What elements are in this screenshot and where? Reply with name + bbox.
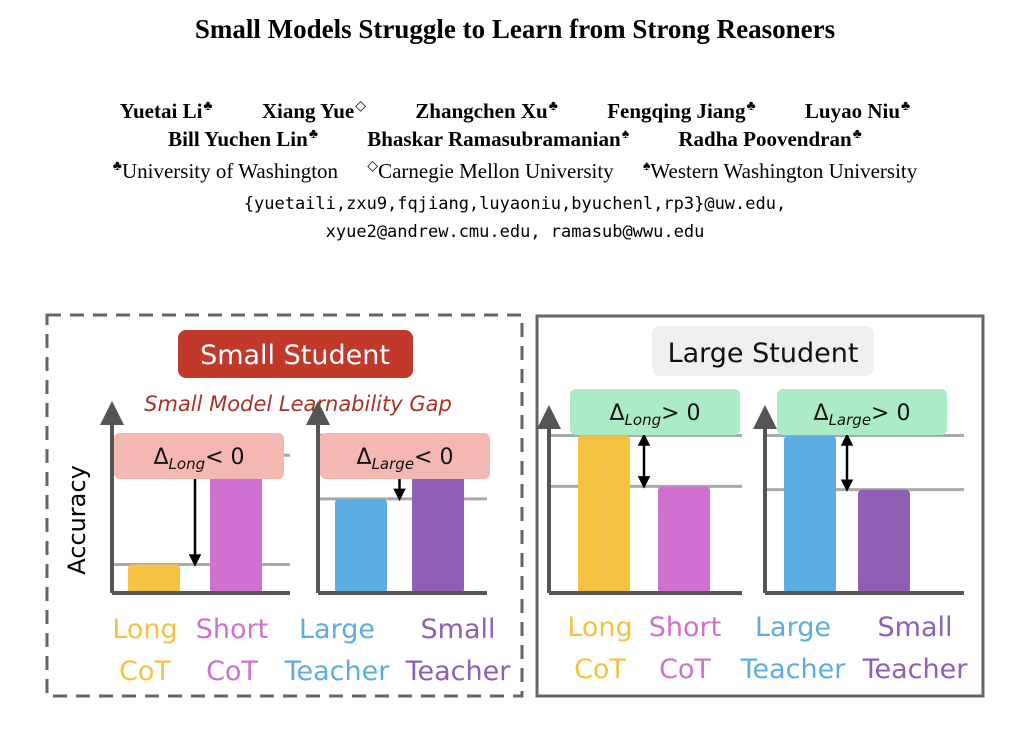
large-large-label-2-line-2: Teacher <box>862 654 969 685</box>
large-long-label-1-line-1: Long <box>567 612 632 643</box>
affiliation-mark: ♣ <box>308 127 318 142</box>
author: Bhaskar Ramasubramanian♠ <box>367 127 630 151</box>
email-line-2: xyue2@andrew.cmu.edu, ramasub@wwu.edu <box>325 222 705 242</box>
large-large-delta-box <box>777 389 947 435</box>
small-long-label-2-line-2: CoT <box>206 656 258 687</box>
large-long-label-2-line-1: Short <box>649 612 721 643</box>
small-large-delta-box <box>320 433 490 479</box>
large-student-header-bg <box>652 326 874 376</box>
large-student-panel <box>535 314 985 698</box>
large-large-label-2-line-1: Small <box>878 612 953 643</box>
affiliation: ♠Western Washington University <box>642 159 918 183</box>
small-long-bar-1 <box>128 564 180 593</box>
author: Xiang Yue◇ <box>261 99 367 123</box>
authors-line-1: Yuetai Li♣ Xiang Yue◇ Zhangchen Xu♣ Feng… <box>0 98 1030 124</box>
author: Yuetai Li♣ <box>119 99 213 123</box>
figure-svg: Small Student Small Model Learnability G… <box>45 313 985 698</box>
small-large-label-2-line-2: Teacher <box>405 656 512 687</box>
paper-title: Small Models Struggle to Learn from Stro… <box>194 14 836 44</box>
small-long-label-1-line-1: Long <box>112 614 177 645</box>
affiliation-mark: ♠ <box>621 127 630 142</box>
large-long-label-1-line-2: CoT <box>574 654 626 685</box>
author: Fengqing Jiang♣ <box>607 99 756 123</box>
large-large-label-1-line-1: Large <box>755 612 831 643</box>
large-long-label-2-line-2: CoT <box>659 654 711 685</box>
email-line-1: {yuetaili,zxu9,fqjiang,luyaoniu,byuchenl… <box>243 194 787 214</box>
small-student-panel <box>45 313 524 698</box>
affiliation-mark: ♣ <box>548 99 558 114</box>
small-large-label-1-line-2: Teacher <box>284 656 391 687</box>
affiliation: ♣University of Washington <box>112 159 339 183</box>
small-long-bar-2 <box>210 455 262 593</box>
teaser-figure: Small Student Small Model Learnability G… <box>0 300 1030 720</box>
small-student-header: Small Student <box>200 340 390 371</box>
affiliation-mark: ◇ <box>355 99 367 114</box>
large-large-label-1-line-2: Teacher <box>740 654 847 685</box>
large-long-bar-2 <box>658 486 710 593</box>
large-long-bar-1 <box>578 435 630 593</box>
affiliation: ◇Carnegie Mellon University <box>367 159 614 183</box>
affiliations: ♣University of Washington ◇Carnegie Mell… <box>0 158 1030 184</box>
small-large-label-1-line-1: Large <box>299 614 375 645</box>
large-large-bar-2 <box>858 489 910 593</box>
affiliation-mark: ♣ <box>901 99 911 114</box>
authors-line-2: Bill Yuchen Lin♣ Bhaskar Ramasubramanian… <box>0 127 1030 152</box>
large-student-header: Large Student <box>668 338 859 369</box>
small-long-label-2-line-1: Short <box>196 614 268 645</box>
author: Bill Yuchen Lin♣ <box>168 127 318 151</box>
small-long-delta-box <box>114 433 284 479</box>
y-axis-label: Accuracy <box>63 465 91 575</box>
affiliation-mark: ♣ <box>203 99 213 114</box>
large-long-delta-label: ΔLong> 0 <box>609 401 700 429</box>
small-long-delta-label: ΔLong< 0 <box>153 445 244 473</box>
large-large-bar-1 <box>784 435 836 593</box>
affiliation-mark: ♣ <box>852 127 862 142</box>
affiliation-mark: ♣ <box>746 99 756 114</box>
large-large-delta-label: ΔLarge> 0 <box>814 401 911 429</box>
large-long-delta-box <box>570 389 740 435</box>
small-student-header-bg <box>178 330 413 378</box>
author: Radha Poovendran♣ <box>678 127 862 151</box>
small-large-label-2-line-1: Small <box>421 614 496 645</box>
charts-group: ΔLong< 0 Long CoT Short CoT ΔLarge< 0 Large Tea… <box>100 389 969 687</box>
small-large-bar-1 <box>335 498 387 593</box>
author: Zhangchen Xu♣ <box>415 99 558 123</box>
learnability-gap-subtitle: Small Model Learnability Gap <box>144 392 452 416</box>
small-large-delta-label: ΔLarge< 0 <box>357 445 454 473</box>
author: Luyao Niu♣ <box>804 99 911 123</box>
small-long-label-1-line-2: CoT <box>119 656 171 687</box>
